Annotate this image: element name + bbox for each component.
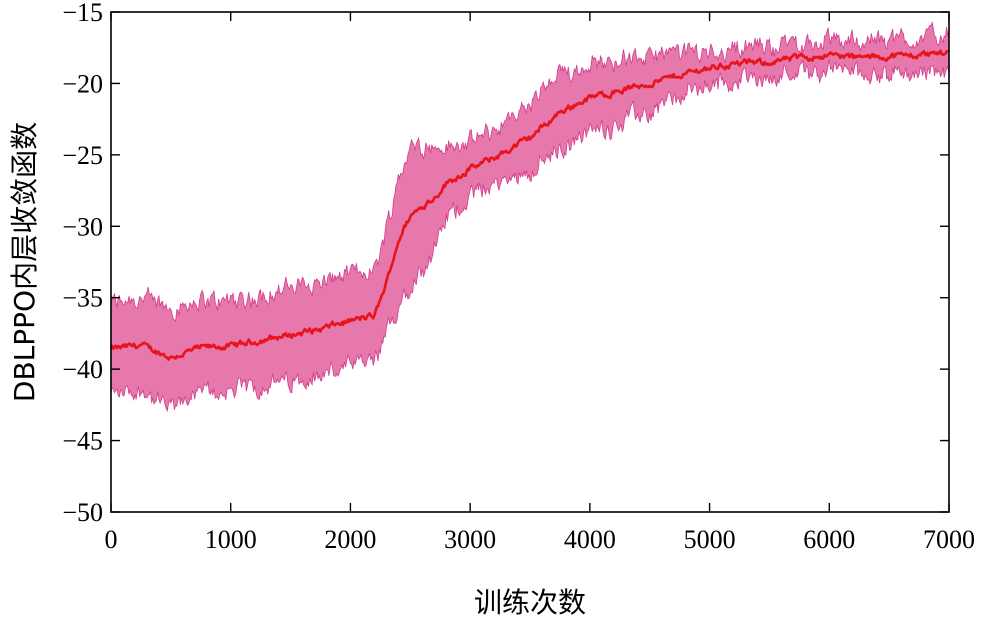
x-tick-label: 2000 [324, 525, 376, 554]
y-tick-label: −45 [62, 427, 103, 456]
plot-area [109, 21, 950, 413]
plot-frame [110, 11, 950, 513]
x-tick-label: 1000 [205, 525, 257, 554]
x-tick-label: 5000 [684, 525, 736, 554]
axes: 0 1000 2000 3000 4000 5000 6000 7000 −50 −45 −40 −3… [62, 0, 975, 554]
y-tick-label: −35 [62, 284, 103, 313]
series-0-variance-band [110, 21, 950, 413]
y-tick-label: −40 [62, 355, 103, 384]
y-tick-label: −30 [62, 212, 103, 241]
x-tick-label: 4000 [564, 525, 616, 554]
y-tick-label: −20 [62, 69, 103, 98]
x-tick-label: 6000 [803, 525, 855, 554]
x-tick-label: 3000 [444, 525, 496, 554]
series-0-mean-line [109, 49, 950, 361]
y-tick-label: −15 [62, 0, 103, 27]
x-tick-label: 7000 [923, 525, 975, 554]
x-tick-label: 0 [105, 525, 118, 554]
x-axis-title: 训练次数 [474, 586, 586, 618]
y-tick-label: −50 [62, 498, 103, 527]
y-axis-title: DBLPPO内层收敛函数 [8, 122, 41, 402]
y-tick-label: −25 [62, 141, 103, 170]
